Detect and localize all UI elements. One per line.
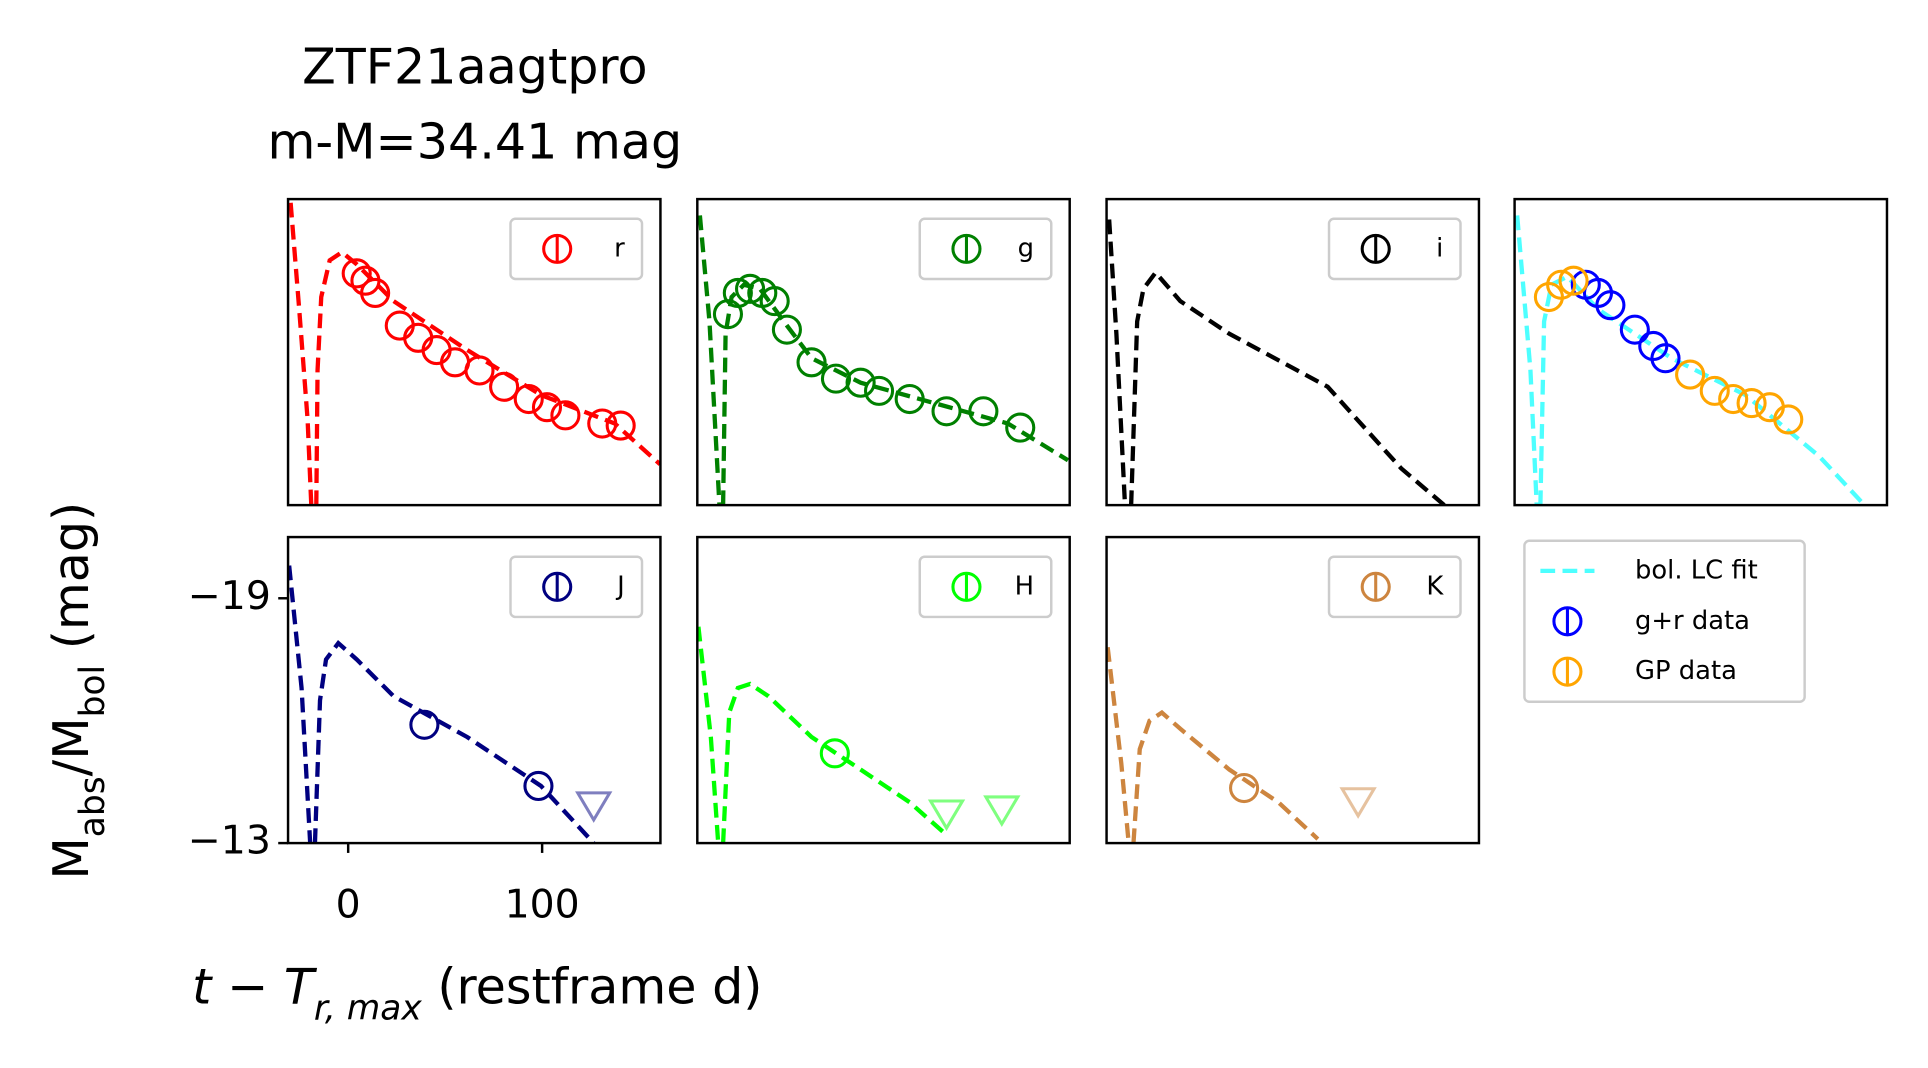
data-point — [1718, 383, 1749, 415]
model-line — [288, 565, 596, 844]
data-point — [863, 375, 895, 406]
data-point — [360, 277, 391, 308]
panel — [1515, 215, 1867, 506]
data-point — [968, 396, 999, 427]
data-point — [1675, 359, 1706, 390]
data-point — [845, 367, 876, 398]
legend-marker — [542, 571, 573, 602]
legend-marker — [951, 571, 982, 602]
label-part: t − T — [192, 957, 318, 1015]
legend-box — [918, 217, 1053, 281]
model-line — [1106, 219, 1446, 506]
data-point — [489, 371, 520, 402]
data-point — [894, 383, 925, 415]
y-tick-label: −13 — [188, 819, 271, 864]
legend-label: g+r data — [1635, 606, 1750, 636]
panel-frame — [1513, 197, 1889, 507]
upper-limit — [1339, 787, 1377, 819]
data-point — [587, 408, 618, 439]
legend-box — [918, 555, 1053, 619]
legend-box — [509, 217, 644, 281]
y-tick-label: −19 — [188, 574, 271, 619]
data-point — [1595, 290, 1626, 321]
data-point — [1773, 404, 1804, 435]
data-point — [1005, 412, 1036, 443]
legend-label: r — [614, 233, 625, 263]
panel-frame — [1105, 197, 1481, 507]
legend-label: K — [1426, 571, 1444, 601]
chart-title: ZTF21aagtpro — [302, 38, 648, 96]
x-tick-label: 0 — [336, 883, 361, 928]
legend-label: GP data — [1635, 656, 1737, 686]
panel — [697, 215, 1070, 506]
data-point — [605, 410, 636, 441]
label-subscript: abs — [73, 776, 113, 837]
label-part: (mag) — [42, 502, 100, 665]
panel — [697, 626, 1021, 844]
panel — [288, 202, 661, 506]
upper-limit — [983, 795, 1021, 827]
model-line — [697, 215, 1070, 506]
data-point — [722, 277, 753, 308]
label-part: M — [42, 837, 100, 879]
data-point — [819, 738, 850, 769]
data-point — [1229, 772, 1260, 804]
data-point — [1650, 343, 1681, 374]
legend-label: J — [615, 571, 625, 601]
data-point — [1546, 269, 1577, 300]
model-line — [1106, 646, 1320, 844]
model-line — [288, 202, 661, 506]
x-axis-label: t − Tr, max (restframe d) — [192, 957, 762, 1028]
legend-label: g — [1018, 233, 1034, 263]
data-point — [759, 286, 790, 317]
legend-label: bol. LC fit — [1635, 555, 1758, 585]
panel-frame — [696, 197, 1071, 507]
upper-limit — [927, 799, 966, 832]
legend-box — [1523, 539, 1806, 703]
data-point — [550, 400, 581, 431]
data-point — [1619, 314, 1650, 345]
panel — [288, 565, 613, 844]
legend-box — [509, 555, 644, 619]
legend-label: H — [1015, 571, 1034, 601]
chart-subtitle: m-M=34.41 mag — [268, 113, 683, 171]
data-point — [1736, 388, 1767, 419]
data-point — [341, 258, 372, 289]
model-line — [697, 626, 948, 844]
data-point — [820, 363, 852, 394]
upper-limit — [575, 791, 613, 823]
legend-label: i — [1436, 233, 1443, 263]
panel-frame — [286, 197, 662, 507]
label-part: /M — [42, 717, 100, 776]
legend-marker — [1360, 571, 1391, 602]
x-tick-label: 100 — [505, 883, 580, 928]
data-point — [931, 396, 962, 427]
data-point — [523, 770, 554, 802]
label-part: (restframe d) — [422, 957, 763, 1015]
label-subscript: bol — [73, 665, 113, 717]
panel — [1106, 219, 1446, 506]
y-axis-label: Mabs/Mbol (mag) — [42, 502, 113, 880]
label-subscript: r, max — [314, 988, 422, 1028]
data-point — [1699, 375, 1730, 406]
data-point — [1558, 265, 1589, 296]
data-point — [409, 709, 440, 740]
model-line — [1515, 215, 1867, 506]
panel — [1106, 646, 1377, 844]
legend-box — [1327, 555, 1462, 619]
data-point — [531, 392, 563, 423]
data-point — [735, 273, 766, 304]
data-point — [464, 355, 495, 386]
data-point — [513, 383, 544, 415]
panel-frame — [696, 535, 1071, 845]
legend-box — [1327, 217, 1462, 281]
panel-frame — [1105, 535, 1481, 845]
data-point — [771, 314, 802, 345]
data-point — [796, 347, 827, 378]
panel-frame — [286, 535, 662, 845]
